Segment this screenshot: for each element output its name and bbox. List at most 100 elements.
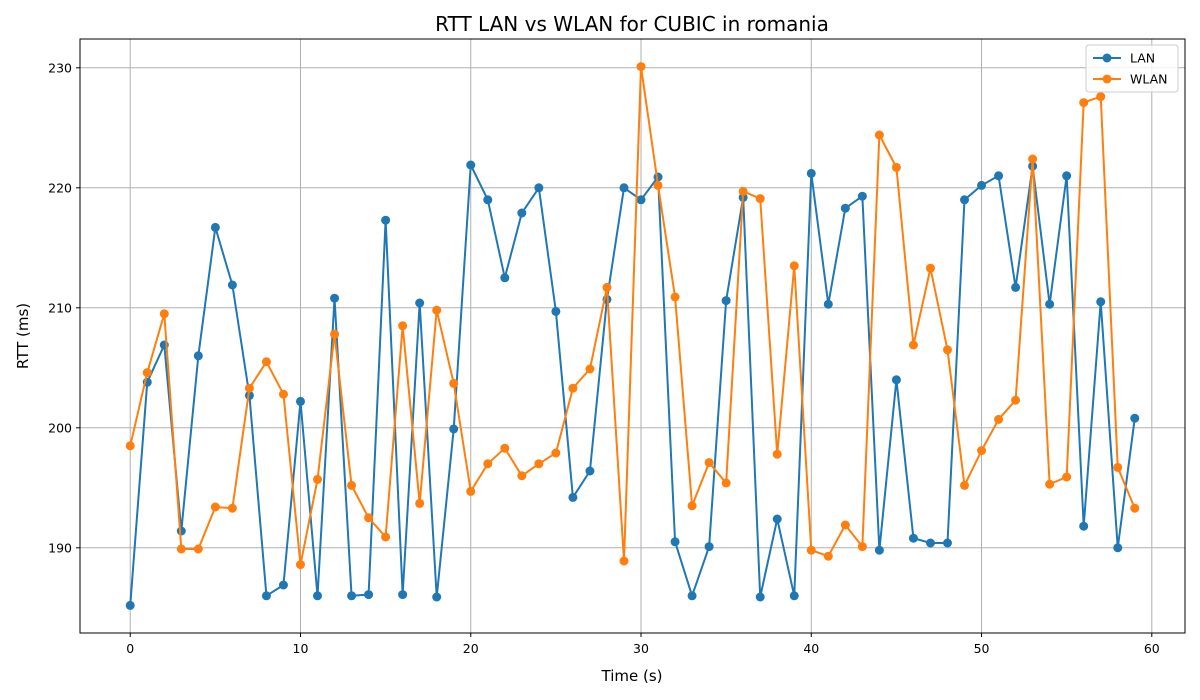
data-point-wlan [551, 448, 561, 458]
data-point-wlan [517, 471, 527, 481]
x-tick-label: 50 [974, 641, 990, 656]
data-point-lan [994, 171, 1004, 181]
data-point-lan [517, 208, 527, 218]
x-tick-label: 30 [633, 641, 649, 656]
data-point-wlan [891, 162, 901, 172]
data-point-lan [1062, 171, 1072, 181]
data-point-wlan [295, 560, 305, 570]
data-point-wlan [176, 544, 186, 554]
data-point-wlan [857, 542, 867, 552]
data-point-wlan [738, 186, 748, 196]
data-point-lan [483, 195, 493, 205]
data-point-lan [840, 203, 850, 213]
data-point-wlan [1062, 472, 1072, 482]
data-point-lan [1079, 521, 1089, 531]
data-point-lan [823, 299, 833, 309]
data-point-wlan [704, 458, 714, 468]
data-point-wlan [398, 321, 408, 331]
x-tick-label: 10 [293, 641, 309, 656]
data-point-lan [227, 280, 237, 290]
data-point-lan [687, 591, 697, 601]
data-point-lan [295, 396, 305, 406]
data-point-lan [1096, 297, 1106, 307]
data-point-wlan [1096, 92, 1106, 102]
grid-lines [80, 39, 1185, 633]
data-point-lan [942, 538, 952, 548]
data-point-lan [1011, 282, 1021, 292]
data-point-lan [619, 183, 629, 193]
data-point-lan [789, 591, 799, 601]
data-point-wlan [125, 441, 135, 451]
data-point-wlan [381, 532, 391, 542]
data-point-wlan [1079, 98, 1089, 108]
data-point-lan [670, 537, 680, 547]
legend: LAN WLAN [1085, 44, 1179, 93]
data-point-wlan [227, 503, 237, 513]
data-point-lan [925, 538, 935, 548]
data-point-lan [534, 183, 544, 193]
y-tick-label: 210 [48, 300, 72, 315]
data-point-wlan [1045, 479, 1055, 489]
x-axis-label: Time (s) [601, 667, 663, 685]
plot-area-frame [79, 38, 1186, 634]
data-point-wlan [619, 556, 629, 566]
data-point-wlan [585, 364, 595, 374]
data-point-wlan [193, 544, 203, 554]
data-point-wlan [1130, 503, 1140, 513]
series-wlan [125, 62, 1140, 570]
data-point-wlan [636, 62, 646, 72]
legend-marker-wlan [1102, 74, 1112, 84]
data-point-wlan [823, 551, 833, 561]
data-point-wlan [1113, 462, 1123, 472]
data-point-wlan [670, 292, 680, 302]
data-point-wlan [653, 180, 663, 190]
chart-title: RTT LAN vs WLAN for CUBIC in romania [435, 12, 829, 36]
data-point-wlan [721, 478, 731, 488]
y-tick-label: 200 [48, 420, 72, 435]
x-tick-label: 0 [126, 641, 134, 656]
data-point-wlan [278, 389, 288, 399]
data-point-lan [449, 424, 459, 434]
data-point-wlan [687, 501, 697, 511]
data-point-wlan [977, 446, 987, 456]
data-point-wlan [466, 486, 476, 496]
legend-marker-lan [1102, 53, 1112, 63]
y-tick-label: 220 [48, 180, 72, 195]
data-point-lan [381, 215, 391, 225]
data-point-wlan [602, 282, 612, 292]
data-point-lan [704, 542, 714, 552]
data-point-lan [432, 592, 442, 602]
data-point-wlan [142, 368, 152, 378]
data-point-lan [857, 191, 867, 201]
data-point-lan [772, 514, 782, 524]
data-point-wlan [483, 459, 493, 469]
data-point-lan [551, 306, 561, 316]
data-point-wlan [908, 340, 918, 350]
data-point-lan [398, 590, 408, 600]
x-axis-ticks: 0 10 20 30 40 50 60 [126, 633, 1160, 656]
data-point-wlan [1028, 154, 1038, 164]
data-point-wlan [960, 480, 970, 490]
data-point-lan [908, 533, 918, 543]
data-point-wlan [806, 545, 816, 555]
y-tick-label: 190 [48, 540, 72, 555]
data-point-wlan [244, 383, 254, 393]
data-point-lan [891, 375, 901, 385]
data-point-lan [466, 160, 476, 170]
data-point-lan [330, 293, 340, 303]
data-point-lan [364, 590, 374, 600]
data-point-wlan [261, 357, 271, 367]
x-tick-label: 40 [803, 641, 819, 656]
data-point-lan [568, 492, 578, 502]
data-point-wlan [432, 305, 442, 315]
data-point-wlan [874, 130, 884, 140]
series-layer [125, 62, 1140, 610]
data-point-wlan [925, 263, 935, 273]
legend-label-wlan: WLAN [1130, 72, 1168, 87]
data-point-lan [960, 195, 970, 205]
data-point-wlan [210, 502, 220, 512]
data-point-wlan [755, 194, 765, 204]
y-axis-ticks: 190 200 210 220 230 [48, 60, 80, 555]
